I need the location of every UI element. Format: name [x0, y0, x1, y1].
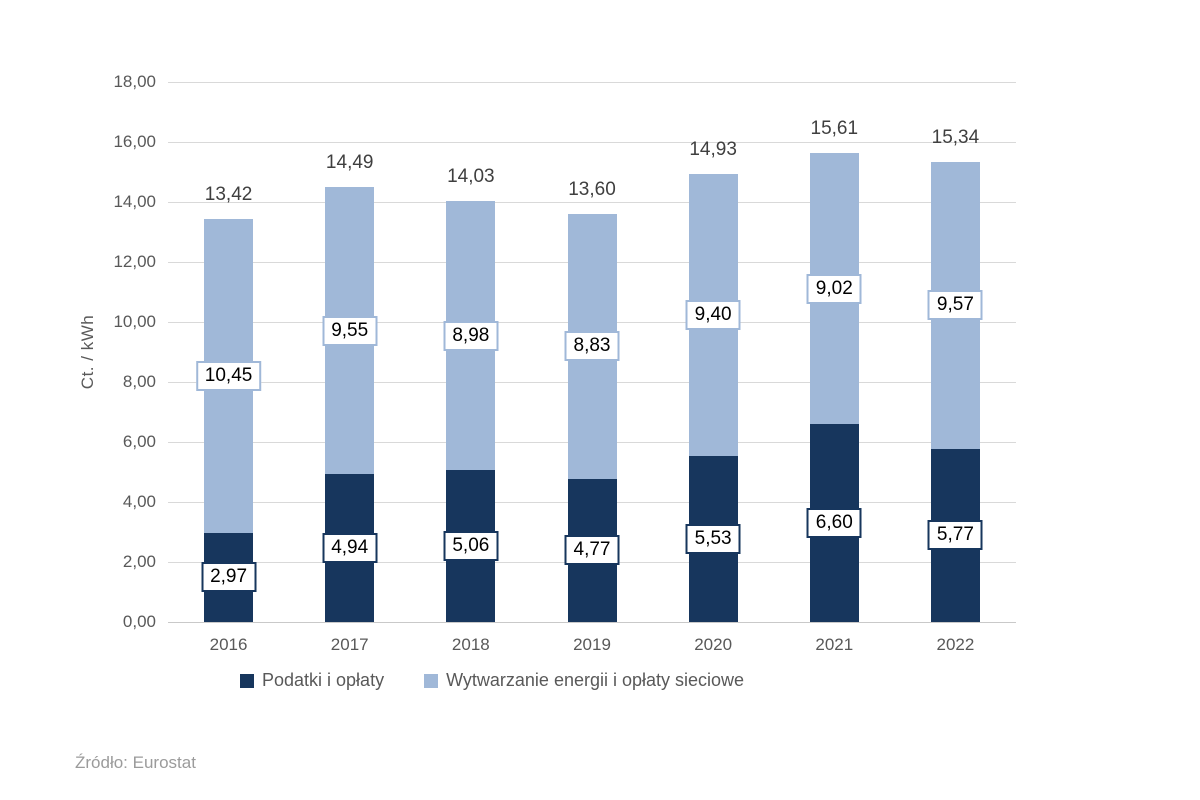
total-label-2017: 14,49: [325, 152, 374, 174]
legend-swatch-light: [424, 673, 439, 688]
data-label-2020-series0: 5,53: [685, 524, 741, 555]
y-tick-label: 6,00: [122, 432, 156, 451]
legend-item-wytwarzanie: Wytwarzanie energii i opłaty sieciowe: [424, 670, 744, 691]
x-tick-label-2021: 2021: [815, 635, 854, 654]
data-label-2018-series1: 8,98: [443, 320, 499, 351]
y-tick-label: 10,00: [113, 312, 156, 331]
data-label-2021-series0: 6,60: [806, 508, 862, 538]
x-tick-label-2016: 2016: [209, 635, 248, 654]
x-tick-label-2019: 2019: [573, 635, 611, 654]
y-tick-label: 18,00: [113, 72, 156, 91]
y-tick-label: 4,00: [122, 492, 156, 511]
x-tick-label-2018: 2018: [451, 635, 490, 654]
source-note: Źródło: Eurostat: [75, 753, 196, 772]
y-tick-label: 16,00: [113, 132, 156, 151]
data-label-2019-series1: 8,83: [564, 331, 620, 362]
legend-label-wytwarzanie: Wytwarzanie energii i opłaty sieciowe: [446, 670, 745, 690]
data-label-2019-series0: 4,77: [564, 535, 620, 566]
total-label-2021: 15,61: [810, 118, 859, 140]
data-label-2022-series1: 9,57: [927, 290, 983, 321]
gridline: [168, 82, 1016, 83]
data-label-2017-series1: 9,55: [322, 315, 378, 346]
legend-label-podatki: Podatki i opłaty: [262, 670, 385, 690]
y-tick-label: 8,00: [122, 372, 156, 391]
data-label-2018-series0: 5,06: [443, 531, 499, 562]
gridline: [168, 202, 1016, 203]
data-label-2022-series0: 5,77: [927, 520, 983, 551]
total-label-2020: 14,93: [689, 139, 737, 161]
gridline: [168, 622, 1016, 623]
y-tick-label: 0,00: [122, 612, 156, 631]
gridline: [168, 142, 1016, 143]
total-label-2022: 15,34: [931, 126, 980, 148]
data-label-2021-series1: 9,02: [806, 273, 862, 304]
x-tick-label-2022: 2022: [936, 635, 975, 654]
data-label-2016-series0: 2,97: [201, 562, 257, 593]
legend-swatch-dark: [240, 673, 254, 688]
data-label-2017-series0: 4,94: [322, 532, 378, 563]
data-label-2016-series1: 10,45: [195, 361, 262, 392]
legend: Podatki i opłaty Wytwarzanie energii i o…: [240, 670, 744, 691]
x-tick-label-2017: 2017: [330, 635, 369, 654]
total-label-2019: 13,60: [568, 179, 616, 200]
x-tick-label-2020: 2020: [694, 635, 733, 654]
legend-item-podatki: Podatki i opłaty: [240, 670, 384, 691]
data-label-2020-series1: 9,40: [685, 300, 741, 331]
plot-area: 2,97 10,45 13,42 2016 4,94 9,55 14,49 2017 5,06 8…: [168, 82, 1016, 654]
y-tick-label: 14,00: [113, 192, 156, 211]
total-label-2018: 14,03: [447, 165, 495, 187]
y-tick-label: 2,00: [122, 552, 156, 571]
y-tick-label: 12,00: [113, 252, 156, 271]
total-label-2016: 13,42: [204, 184, 253, 206]
